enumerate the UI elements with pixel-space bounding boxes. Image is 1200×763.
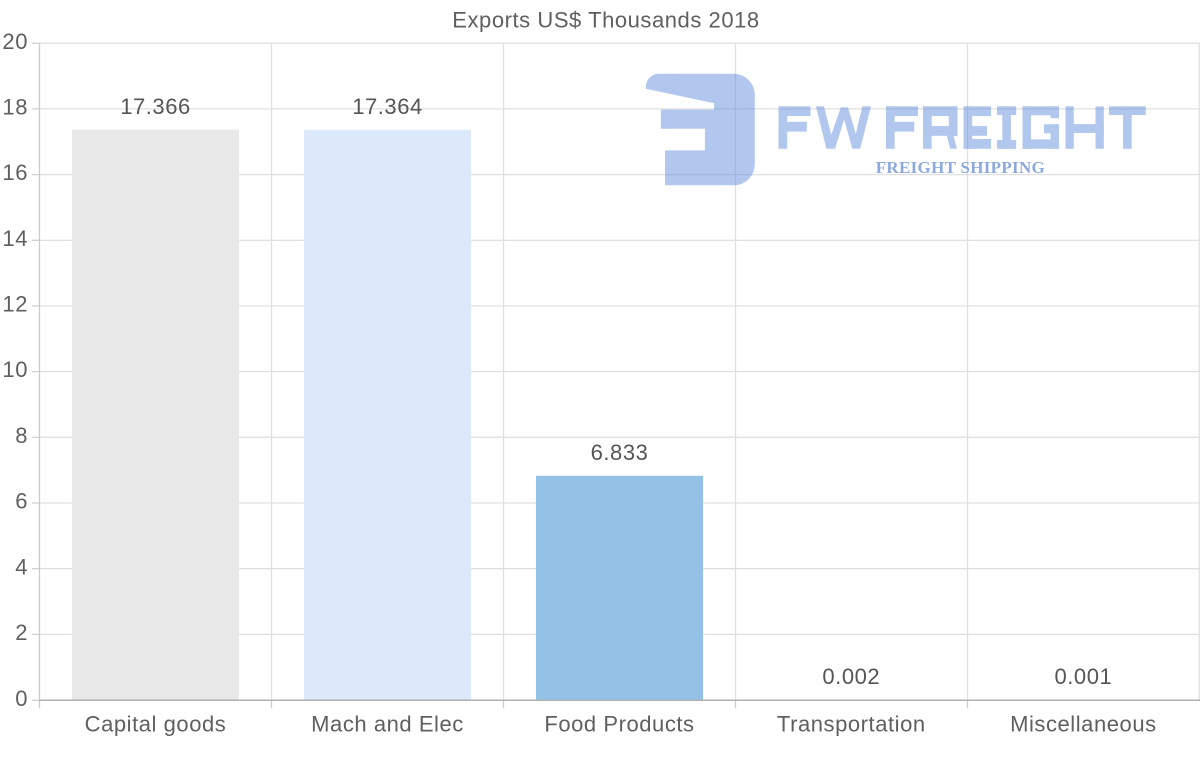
svg-text:14: 14	[2, 226, 28, 251]
svg-text:20: 20	[2, 29, 28, 54]
svg-text:Exports US$ Thousands 2018: Exports US$ Thousands 2018	[452, 8, 759, 33]
svg-text:4: 4	[15, 554, 28, 579]
svg-text:0.001: 0.001	[1054, 664, 1112, 689]
svg-text:0.002: 0.002	[822, 664, 880, 689]
svg-text:Mach and Elec: Mach and Elec	[311, 712, 464, 737]
svg-text:8: 8	[15, 423, 28, 448]
svg-text:6.833: 6.833	[591, 440, 649, 465]
svg-text:18: 18	[2, 95, 28, 120]
svg-text:2: 2	[15, 620, 28, 645]
svg-text:Transportation: Transportation	[777, 712, 926, 737]
svg-text:16: 16	[2, 160, 28, 185]
svg-text:12: 12	[2, 292, 28, 317]
svg-text:17.364: 17.364	[352, 94, 423, 119]
svg-text:Miscellaneous: Miscellaneous	[1010, 712, 1157, 737]
svg-text:0: 0	[15, 686, 28, 711]
svg-text:17.366: 17.366	[120, 94, 191, 119]
svg-text:Food Products: Food Products	[544, 712, 694, 737]
svg-text:6: 6	[15, 489, 28, 514]
svg-text:Capital goods: Capital goods	[85, 712, 227, 737]
svg-text:10: 10	[2, 357, 28, 382]
svg-text:FREIGHT SHIPPING: FREIGHT SHIPPING	[876, 158, 1045, 177]
